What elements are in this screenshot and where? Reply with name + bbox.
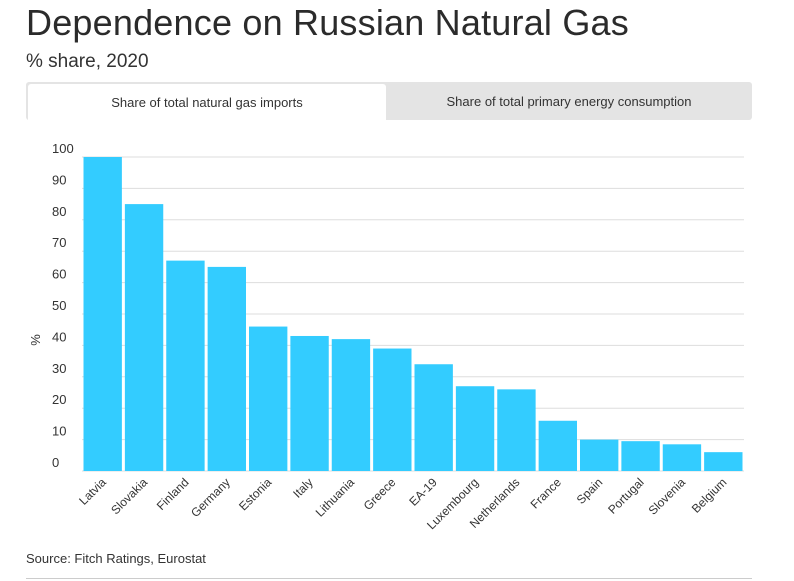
bar bbox=[662, 444, 702, 471]
tab-bar: Share of total natural gas imports Share… bbox=[26, 82, 752, 120]
x-tick-label: Latvia bbox=[76, 475, 109, 508]
y-tick-label: 0 bbox=[52, 455, 59, 470]
x-tick-label: Finland bbox=[154, 475, 192, 513]
bar bbox=[83, 157, 122, 471]
y-tick-label: 90 bbox=[52, 172, 66, 187]
y-tick-label: 30 bbox=[52, 361, 66, 376]
chart-title: Dependence on Russian Natural Gas bbox=[26, 2, 629, 43]
x-tick-label: Spain bbox=[574, 475, 606, 507]
x-tick-label: Slovakia bbox=[108, 475, 150, 517]
x-tick-label: France bbox=[528, 475, 565, 512]
bar bbox=[249, 326, 288, 471]
x-tick-label: Italy bbox=[290, 475, 315, 500]
y-tick-label: 40 bbox=[52, 329, 66, 344]
tab-natural-gas-imports[interactable]: Share of total natural gas imports bbox=[28, 84, 386, 120]
bar bbox=[621, 441, 660, 471]
tab-primary-energy-consumption[interactable]: Share of total primary energy consumptio… bbox=[446, 93, 692, 109]
x-tick-label: Estonia bbox=[236, 475, 274, 513]
bar bbox=[124, 204, 164, 471]
x-tick-label: Greece bbox=[361, 475, 399, 513]
x-tick-label: Germany bbox=[188, 475, 233, 520]
x-tick-label: Slovenia bbox=[646, 475, 689, 518]
footer-divider bbox=[26, 578, 752, 579]
bar bbox=[207, 266, 246, 471]
y-axis-label: % bbox=[28, 334, 43, 346]
x-tick-label: EA-19 bbox=[406, 475, 440, 509]
bar bbox=[538, 420, 577, 471]
y-tick-label: 70 bbox=[52, 235, 66, 250]
x-tick-label: Lithuania bbox=[313, 475, 358, 520]
y-tick-label: 10 bbox=[52, 424, 66, 439]
y-tick-label: 20 bbox=[52, 392, 66, 407]
bar bbox=[373, 348, 412, 471]
bar bbox=[497, 389, 536, 471]
y-tick-label: 60 bbox=[52, 267, 66, 282]
x-tick-label: Belgium bbox=[689, 475, 730, 516]
y-tick-label: 100 bbox=[52, 141, 74, 156]
bar bbox=[166, 260, 205, 471]
bar bbox=[704, 452, 743, 471]
bar bbox=[290, 335, 329, 471]
bar bbox=[414, 364, 453, 471]
bar bbox=[455, 386, 495, 471]
bar bbox=[331, 339, 371, 471]
x-tick-label: Portugal bbox=[605, 475, 647, 517]
chart-subtitle: % share, 2020 bbox=[26, 51, 149, 72]
y-tick-label: 50 bbox=[52, 298, 66, 313]
bar bbox=[580, 439, 619, 471]
y-tick-label: 80 bbox=[52, 204, 66, 219]
source-note: Source: Fitch Ratings, Eurostat bbox=[26, 551, 206, 566]
bar-chart: 0 10 20 30 40 50 60 70 80 90 100% Latvia Slovakia Fin… bbox=[28, 141, 744, 532]
